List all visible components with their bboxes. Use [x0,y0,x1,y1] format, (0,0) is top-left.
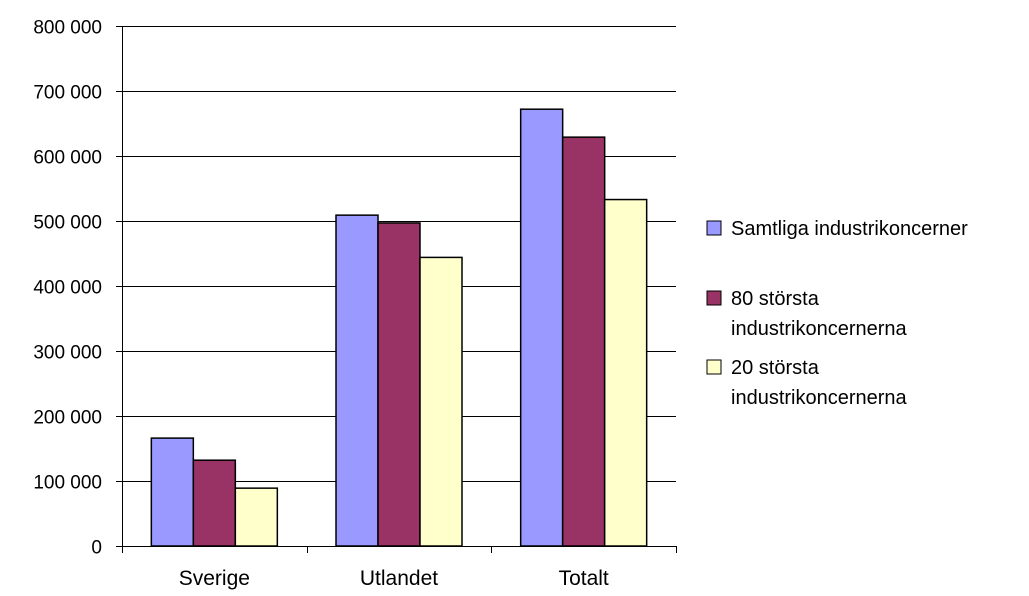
bars [150,108,648,547]
y-tick-label: 400 000 [33,278,102,299]
x-category-label: Totalt [559,567,609,590]
y-tick-label: 0 [91,538,102,559]
bar-1-sverige [150,437,195,547]
legend-swatch [706,220,722,236]
legend-label: industrikoncernerna [731,318,908,340]
y-tick-label: 100 000 [33,473,102,494]
bar-3-utlandet [419,256,463,547]
bar-1-totalt [519,108,564,547]
bar-2-totalt [561,136,606,547]
legend-label: 80 största [731,288,820,310]
y-tick-label: 200 000 [33,408,102,429]
legend-label: Samtliga industrikoncerner [731,218,968,240]
bar-1-utlandet [335,214,379,547]
legend-swatch [706,359,722,375]
legend-swatch [706,290,722,306]
axis-labels: 0 100 000 200 000 300 000 400 000 500 000 600 … [33,18,609,591]
legend-label: 20 största [731,357,820,379]
y-tick-label: 300 000 [33,343,102,364]
y-tick-label: 500 000 [33,213,102,234]
x-category-label: Sverige [179,567,250,590]
bar-2-sverige [192,459,237,547]
bar-3-totalt [603,198,648,547]
axes [116,26,677,553]
legend: Samtliga industrikoncerner 80 största indu… [706,218,968,409]
x-category-label: Utlandet [360,567,438,590]
y-tick-label: 800 000 [33,18,102,39]
y-tick-label: 600 000 [33,148,102,169]
bar-2-utlandet [377,222,421,547]
legend-label: industrikoncernerna [731,387,908,409]
bar-3-sverige [234,487,279,547]
y-tick-label: 700 000 [33,83,102,104]
